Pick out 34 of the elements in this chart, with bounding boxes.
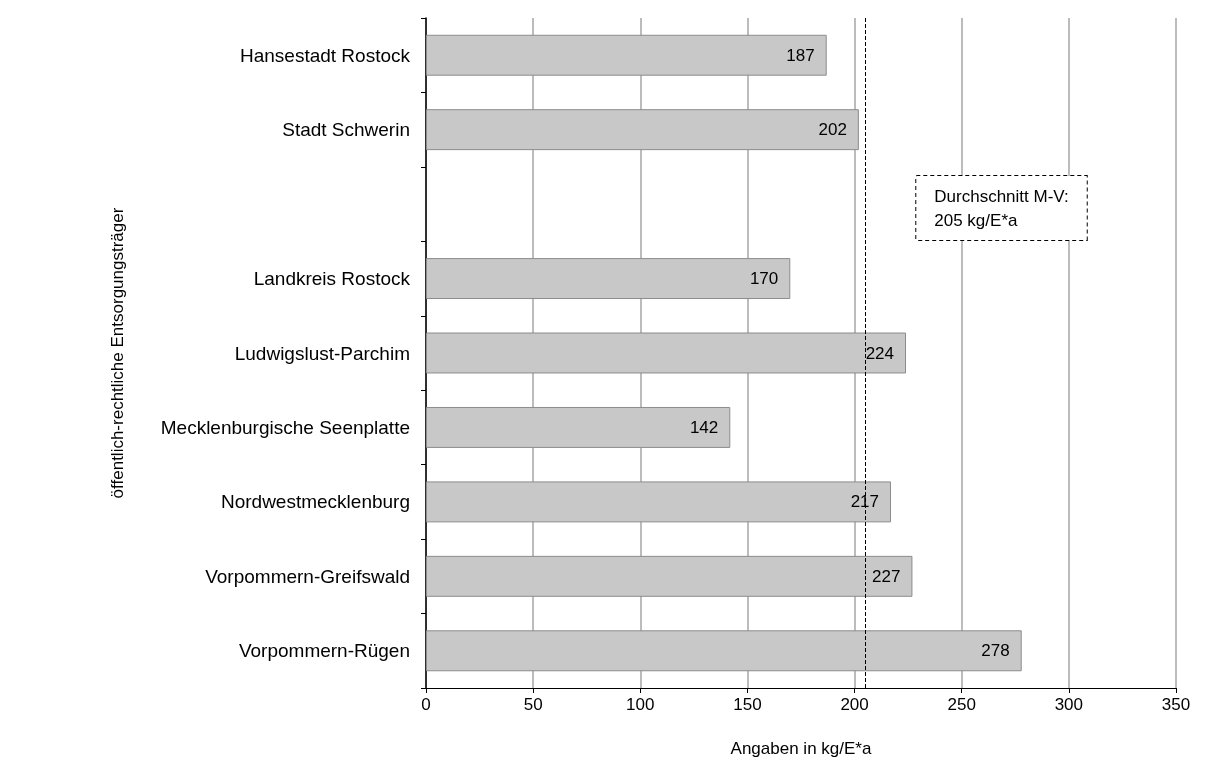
y-tick-label: Stadt Schwerin	[282, 119, 410, 141]
y-tick-label: Mecklenburgische Seenplatte	[160, 416, 410, 438]
bar	[426, 109, 859, 151]
x-tick-label: 100	[626, 695, 655, 714]
ref-line-label: Durchschnitt M-V: 205 kg/E*a	[934, 186, 1069, 230]
bar	[426, 481, 891, 523]
bar	[426, 555, 913, 597]
bar	[426, 34, 827, 76]
y-tick-label: Nordwestmecklenburg	[220, 491, 410, 513]
data-label: 224	[865, 343, 894, 363]
x-tick-label: 200	[840, 695, 869, 714]
data-label: 278	[981, 641, 1010, 661]
y-tick-label: Landkreis Rostock	[253, 268, 411, 290]
bar	[426, 332, 906, 374]
y-axis-title: öffentlich-rechtliche Entsorgungsträger	[108, 207, 127, 499]
y-tick-label: Hansestadt Rostock	[239, 44, 411, 66]
x-axis-title: Angaben in kg/E*a	[730, 739, 872, 758]
data-label: 170	[749, 269, 779, 289]
y-tick-label: Ludwigslust-Parchim	[234, 342, 410, 364]
x-tick-label: 250	[947, 695, 976, 714]
y-tick-label: Vorpommern-Greifswald	[205, 565, 410, 587]
x-tick-label: 150	[733, 695, 762, 714]
bar	[426, 406, 731, 448]
y-tick-label: Vorpommern-Rügen	[238, 640, 410, 662]
data-label: 227	[872, 566, 901, 586]
x-tick-label: 50	[523, 695, 543, 714]
bar	[426, 258, 791, 300]
data-label: 142	[689, 417, 719, 437]
x-tick-label: 0	[421, 695, 431, 714]
x-tick-label: 300	[1054, 695, 1084, 714]
x-tick-label: 350	[1161, 695, 1191, 714]
data-label: 202	[818, 120, 847, 140]
bar	[426, 630, 1022, 672]
data-label: 187	[786, 45, 815, 65]
